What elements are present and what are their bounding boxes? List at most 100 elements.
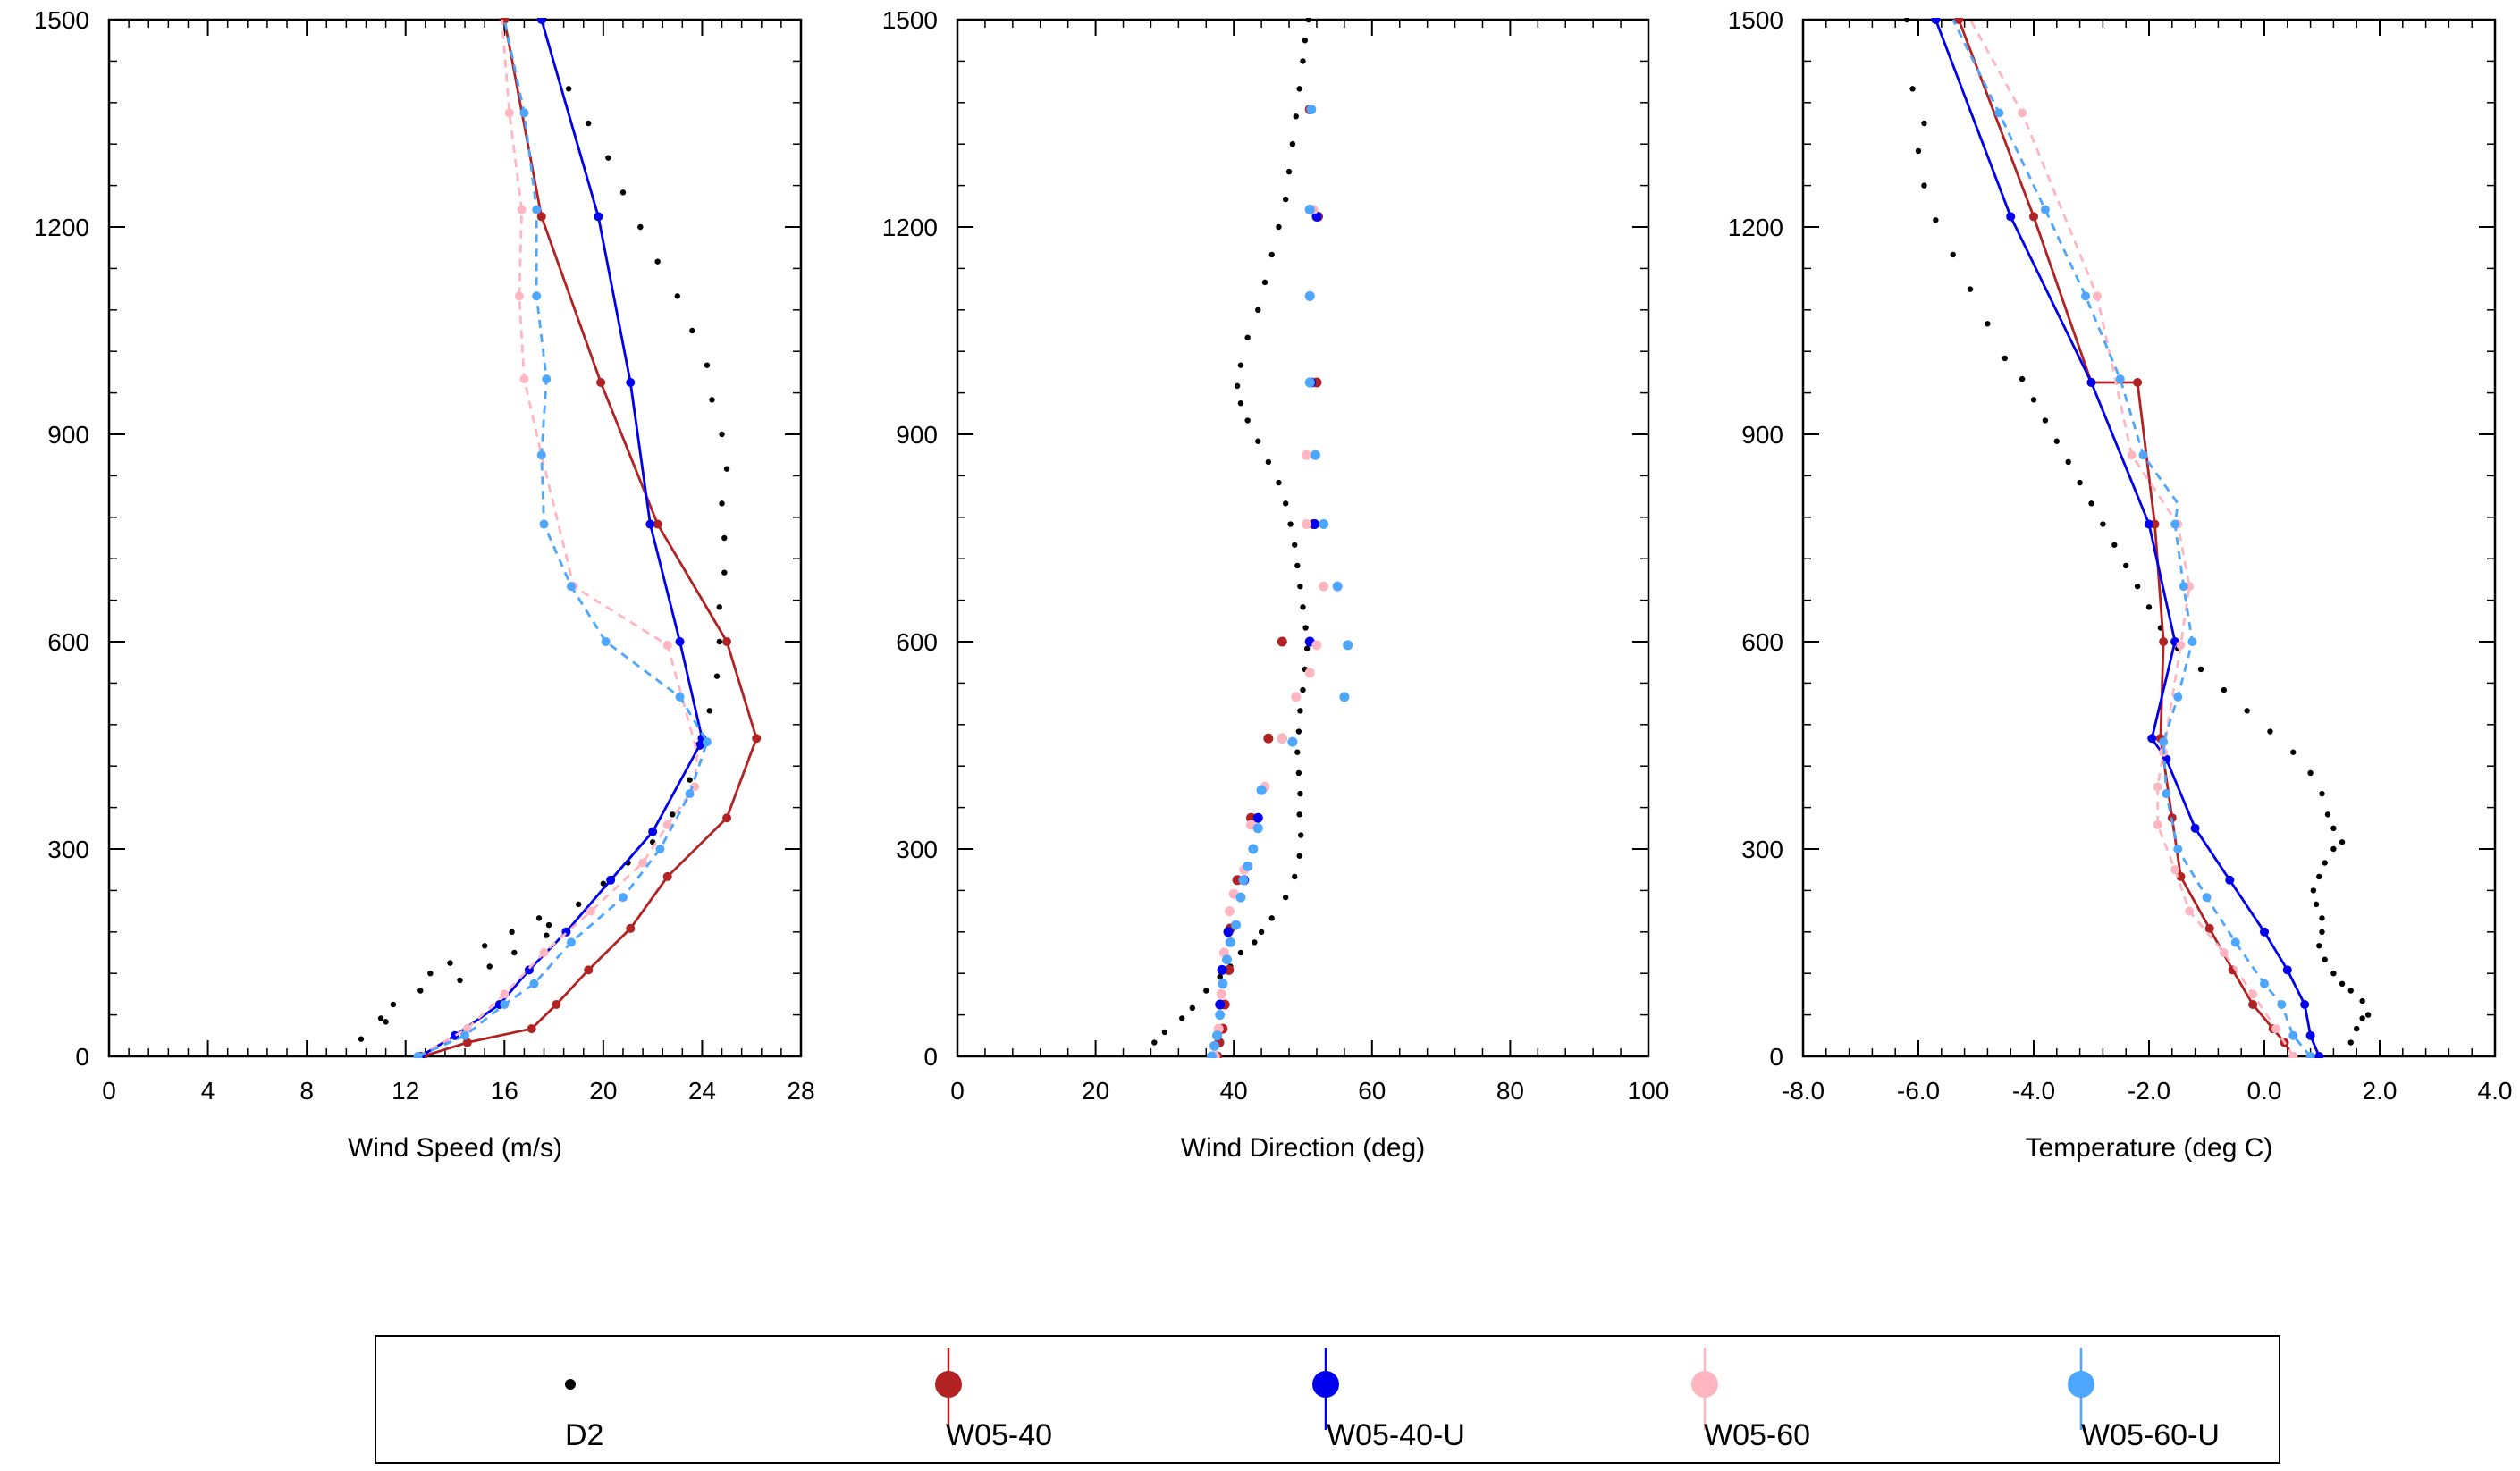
data-point (2324, 811, 2331, 818)
data-point (654, 258, 661, 265)
data-point (713, 673, 721, 679)
x-tick-label: 0 (950, 1077, 965, 1105)
data-point (586, 120, 592, 127)
data-point (535, 915, 543, 921)
data-point (539, 519, 549, 529)
data-point (1277, 733, 1287, 744)
data-point (1244, 334, 1251, 340)
data-point (539, 948, 549, 957)
data-point (1282, 894, 1289, 901)
data-point (2319, 915, 2325, 921)
data-point (1343, 640, 1353, 651)
legend-marker (1312, 1371, 1339, 1398)
data-point (2225, 875, 2235, 885)
data-point (619, 189, 627, 196)
data-point (2282, 965, 2292, 975)
data-point (716, 638, 722, 645)
x-tick-label: 16 (491, 1077, 518, 1105)
data-point (2221, 686, 2228, 693)
data-point (2145, 604, 2153, 610)
data-point (1246, 812, 1257, 823)
data-point (2173, 845, 2183, 853)
data-point (2030, 397, 2037, 403)
data-point (1276, 479, 1282, 486)
data-point (722, 813, 732, 823)
data-point (601, 637, 611, 646)
data-point (675, 637, 685, 646)
data-point (1287, 521, 1294, 527)
data-point (1217, 964, 1227, 975)
x-tick-label: 4.0 (2478, 1077, 2513, 1105)
y-tick-label: 1500 (882, 6, 938, 34)
data-point (358, 1036, 365, 1042)
data-point (689, 327, 695, 334)
data-point (2190, 823, 2200, 833)
data-point (1296, 811, 1302, 818)
data-point (2002, 355, 2008, 362)
data-point (1224, 964, 1235, 975)
data-point (536, 212, 546, 222)
data-point (2288, 1052, 2298, 1058)
data-point (719, 500, 725, 507)
data-point (2248, 1000, 2258, 1009)
data-point (2330, 845, 2337, 853)
legend-item-w05-40-u: W05-40-U (1312, 1348, 1465, 1452)
data-point (447, 960, 453, 966)
y-tick-label: 300 (1741, 836, 1783, 863)
series-d2 (1903, 18, 2372, 1046)
legend-marker (2068, 1371, 2094, 1398)
data-point (702, 737, 712, 747)
data-point (536, 18, 546, 24)
data-point (576, 901, 582, 908)
series-line (417, 19, 709, 1058)
data-point (704, 362, 711, 368)
data-point (1255, 307, 1261, 313)
legend-item-w05-60-u: W05-60-U (2068, 1348, 2220, 1452)
data-point (1293, 113, 1299, 120)
data-point (2187, 637, 2197, 646)
data-point (2313, 901, 2320, 908)
data-point (1285, 168, 1293, 175)
legend-label: D2 (565, 1418, 603, 1452)
data-point (1282, 500, 1289, 507)
x-tick-label: 12 (392, 1077, 419, 1105)
legend-item-d2: D2 (565, 1379, 603, 1452)
data-point (1921, 182, 1927, 189)
series-w05-40-u (416, 18, 707, 1058)
data-point (2359, 1015, 2365, 1021)
legend-label: W05-60 (1704, 1418, 1810, 1452)
data-point (1967, 286, 1974, 292)
data-point (1300, 604, 1306, 610)
legend: D2 W05-40 W05-40-U W05-60 W05-60-U (375, 1335, 2280, 1464)
data-point (2316, 943, 2322, 949)
data-point (2310, 887, 2317, 894)
data-point (1985, 321, 1991, 327)
data-point (1216, 988, 1226, 999)
x-tick-label: -4.0 (2012, 1077, 2055, 1105)
data-point (695, 741, 704, 750)
series-w05-40 (418, 18, 762, 1058)
data-point (1921, 120, 1927, 127)
chart-panel-1: 0 4 8 12 16 20 24 28 0 300 600 900 1200 1500 Wind Spee… (34, 6, 815, 1163)
data-point (2248, 989, 2258, 999)
data-point (2018, 108, 2027, 118)
y-tick-label: 300 (47, 836, 89, 863)
data-point (1304, 205, 1315, 215)
data-point (1303, 645, 1311, 651)
data-point (1301, 519, 1311, 530)
y-tick-label: 600 (47, 628, 89, 656)
data-point (2081, 291, 2091, 301)
data-point (1151, 1039, 1158, 1046)
legend-label: W05-60-U (2081, 1418, 2220, 1452)
data-point (2330, 971, 2337, 977)
data-point (1301, 450, 1311, 460)
data-point (1282, 196, 1289, 203)
data-point (486, 963, 493, 970)
series-w05-40 (1212, 105, 1324, 1058)
data-point (1954, 18, 1964, 24)
x-axis-title: Wind Speed (m/s) (348, 1133, 562, 1163)
x-tick-label: 40 (1220, 1077, 1248, 1105)
data-point (500, 1000, 510, 1009)
x-tick-label: 20 (1082, 1077, 1109, 1105)
data-point (675, 692, 685, 702)
